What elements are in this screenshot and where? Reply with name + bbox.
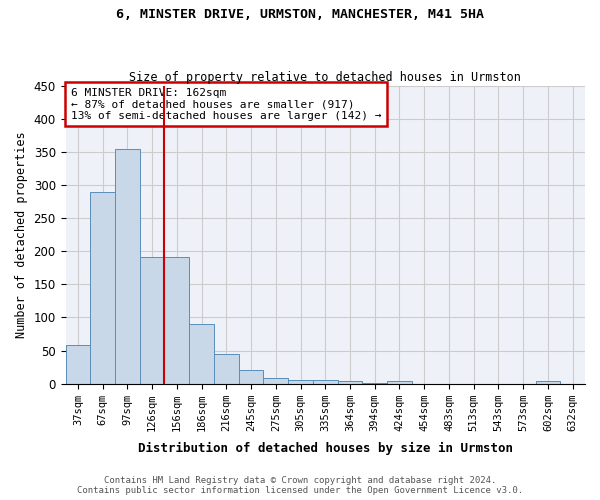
- Bar: [387, 381, 412, 384]
- Bar: [189, 324, 214, 384]
- Bar: [362, 383, 387, 384]
- Bar: [313, 380, 338, 384]
- Text: 6 MINSTER DRIVE: 162sqm
← 87% of detached houses are smaller (917)
13% of semi-d: 6 MINSTER DRIVE: 162sqm ← 87% of detache…: [71, 88, 381, 120]
- Text: 6, MINSTER DRIVE, URMSTON, MANCHESTER, M41 5HA: 6, MINSTER DRIVE, URMSTON, MANCHESTER, M…: [116, 8, 484, 20]
- Y-axis label: Number of detached properties: Number of detached properties: [15, 132, 28, 338]
- Bar: [65, 345, 90, 384]
- Bar: [214, 354, 239, 384]
- Bar: [164, 256, 189, 384]
- Bar: [115, 149, 140, 384]
- Bar: [239, 370, 263, 384]
- X-axis label: Distribution of detached houses by size in Urmston: Distribution of detached houses by size …: [138, 442, 513, 455]
- Bar: [140, 256, 164, 384]
- Text: Contains HM Land Registry data © Crown copyright and database right 2024.
Contai: Contains HM Land Registry data © Crown c…: [77, 476, 523, 495]
- Bar: [263, 378, 288, 384]
- Bar: [90, 192, 115, 384]
- Bar: [338, 381, 362, 384]
- Bar: [288, 380, 313, 384]
- Bar: [536, 381, 560, 384]
- Title: Size of property relative to detached houses in Urmston: Size of property relative to detached ho…: [130, 70, 521, 84]
